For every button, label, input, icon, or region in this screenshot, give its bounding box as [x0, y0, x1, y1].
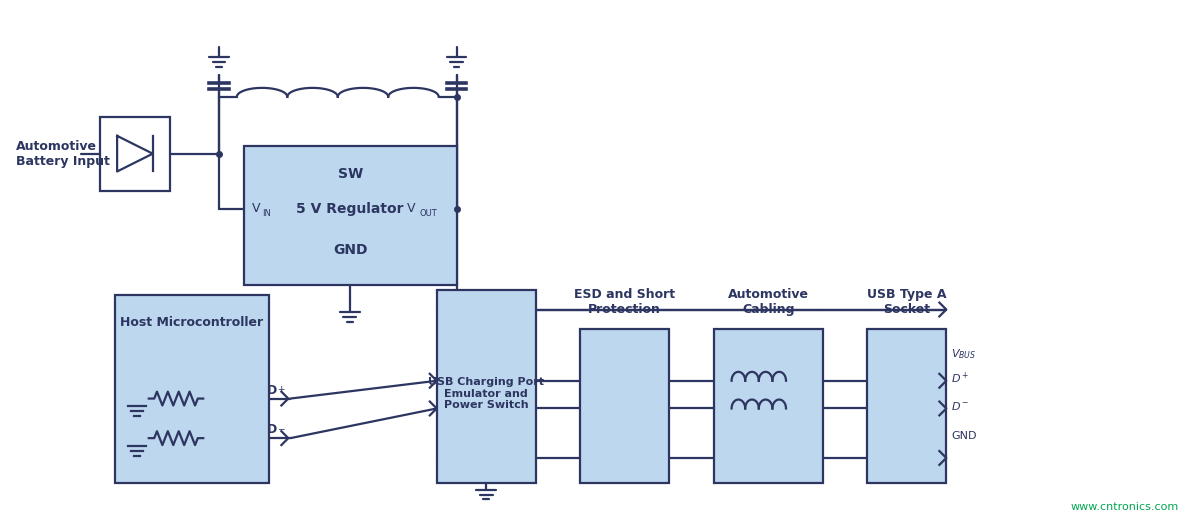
FancyBboxPatch shape	[867, 329, 947, 483]
Text: GND: GND	[333, 243, 367, 257]
Text: Automotive
Battery Input: Automotive Battery Input	[17, 140, 110, 168]
Text: V: V	[407, 202, 415, 215]
Text: +: +	[278, 384, 285, 393]
Text: Automotive
Cabling: Automotive Cabling	[728, 288, 809, 316]
Text: 5 V Regulator: 5 V Regulator	[297, 202, 403, 215]
Text: $V_{BUS}$: $V_{BUS}$	[952, 347, 977, 361]
Text: D: D	[267, 423, 277, 436]
Text: ESD and Short
Protection: ESD and Short Protection	[575, 288, 675, 316]
FancyBboxPatch shape	[437, 290, 536, 483]
FancyBboxPatch shape	[244, 146, 456, 285]
Text: −: −	[278, 424, 285, 433]
Text: www.cntronics.com: www.cntronics.com	[1070, 503, 1179, 512]
Text: USB Type A
Socket: USB Type A Socket	[867, 288, 947, 316]
FancyBboxPatch shape	[713, 329, 822, 483]
Text: D: D	[267, 383, 277, 397]
Text: SW: SW	[338, 167, 363, 181]
Text: IN: IN	[262, 209, 272, 218]
Text: GND: GND	[952, 431, 977, 441]
Text: $D^+$: $D^+$	[952, 371, 970, 386]
Text: USB Charging Port
Emulator and
Power Switch: USB Charging Port Emulator and Power Swi…	[429, 377, 545, 410]
Text: OUT: OUT	[420, 209, 438, 218]
FancyBboxPatch shape	[115, 295, 268, 483]
FancyBboxPatch shape	[581, 329, 669, 483]
Text: Host Microcontroller: Host Microcontroller	[120, 316, 263, 329]
Text: V: V	[251, 202, 260, 215]
Text: $D^-$: $D^-$	[952, 400, 970, 412]
